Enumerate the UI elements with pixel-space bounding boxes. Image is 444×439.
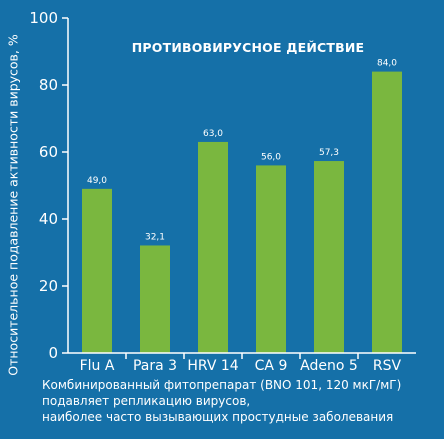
bar (198, 141, 228, 353)
y-tick-label: 100 (29, 9, 58, 27)
labels-layer: 0 20 40 60 80 100 49,0 Flu A 32,1 Para 3 63,0 HRV 1… (29, 9, 401, 374)
y-tick-label: 0 (48, 344, 58, 362)
bar (314, 161, 344, 353)
x-tick-label: Adeno 5 (300, 358, 358, 374)
x-tick-label: RSV (373, 358, 402, 374)
bar-value-label: 56,0 (261, 152, 281, 162)
bar-value-label: 49,0 (87, 176, 107, 186)
caption-line-3: наиболее часто вызывающих простудные заб… (42, 410, 394, 424)
y-axis-title: Относительное подавление активности виру… (5, 34, 21, 376)
bar-value-label: 84,0 (377, 59, 397, 69)
chart-caption: Комбинированный фитопрепарат (BNO 101, 1… (42, 377, 442, 425)
x-tick-label: Para 3 (133, 358, 177, 374)
y-tick-label: 60 (39, 143, 58, 161)
caption-line-1: Комбинированный фитопрепарат (BNO 101, 1… (42, 378, 402, 392)
x-tick-label: CA 9 (255, 358, 288, 374)
x-tick-label: Flu A (80, 358, 115, 374)
bar (372, 71, 402, 353)
bar (256, 165, 286, 353)
axes-layer (62, 17, 416, 359)
bar (140, 245, 170, 353)
bar-value-label: 63,0 (203, 129, 223, 139)
y-tick-label: 80 (39, 76, 58, 94)
chart-title: ПРОТИВОВИРУСНОЕ ДЕЙСТВИЕ (131, 40, 365, 55)
y-tick-label: 20 (39, 277, 58, 295)
bar-value-label: 57,3 (319, 148, 339, 158)
bar (82, 188, 112, 353)
y-tick-label: 40 (39, 210, 58, 228)
caption-line-2: подавляет репликацию вирусов, (42, 394, 251, 408)
bar-value-label: 32,1 (145, 232, 165, 242)
x-tick-label: HRV 14 (187, 358, 238, 374)
bars-layer (82, 71, 402, 353)
